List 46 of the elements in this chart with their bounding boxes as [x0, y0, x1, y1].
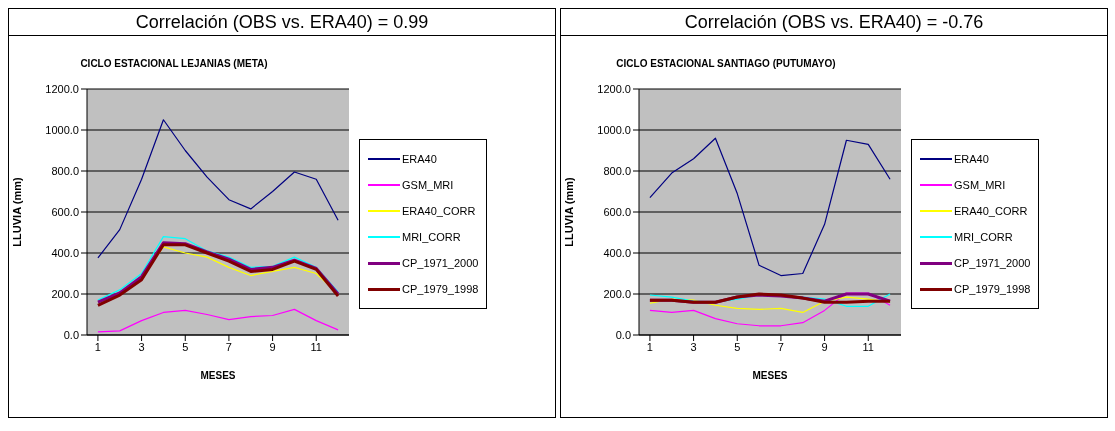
y-tick-label: 0.0	[63, 328, 79, 341]
x-tick-label: 7	[225, 340, 232, 353]
x-tick-label: 3	[690, 340, 697, 353]
y-tick-label: 1000.0	[45, 123, 79, 136]
legend-label: CP_1979_1998	[954, 283, 1031, 295]
y-tick-label: 400.0	[603, 246, 631, 259]
legend-label: MRI_CORR	[402, 231, 461, 243]
y-tick-label: 400.0	[51, 246, 79, 259]
y-tick-label: 800.0	[603, 164, 631, 177]
x-tick-label: 5	[734, 340, 741, 353]
chart-title: Correlación (OBS vs. ERA40) = 0.99	[9, 9, 555, 36]
legend-label: MRI_CORR	[954, 231, 1013, 243]
x-axis-title: MESES	[752, 370, 788, 381]
y-tick-label: 600.0	[51, 205, 79, 218]
x-tick-label: 7	[777, 340, 784, 353]
legend-label: CP_1979_1998	[402, 283, 479, 295]
y-axis-title: LLUVIA (mm)	[10, 177, 23, 247]
chart-title: Correlación (OBS vs. ERA40) = -0.76	[561, 9, 1107, 36]
legend-label: ERA40	[402, 153, 437, 165]
x-tick-label: 9	[269, 340, 276, 353]
x-tick-label: 5	[182, 340, 189, 353]
y-tick-label: 1200.0	[597, 82, 631, 95]
y-tick-label: 600.0	[603, 205, 631, 218]
y-tick-label: 1200.0	[45, 82, 79, 95]
legend-label: ERA40_CORR	[402, 205, 476, 217]
x-axis-title: MESES	[200, 370, 236, 381]
y-tick-label: 200.0	[603, 287, 631, 300]
legend-label: ERA40	[954, 153, 989, 165]
legend-label: ERA40_CORR	[954, 205, 1028, 217]
x-tick-label: 1	[94, 340, 101, 353]
x-tick-label: 3	[138, 340, 145, 353]
legend-label: GSM_MRI	[402, 179, 454, 191]
chart-subtitle: CICLO ESTACIONAL LEJANIAS (META)	[79, 58, 269, 69]
x-tick-label: 1	[646, 340, 653, 353]
y-tick-label: 200.0	[51, 287, 79, 300]
y-tick-label: 800.0	[51, 164, 79, 177]
chart-subtitle: CICLO ESTACIONAL SANTIAGO (PUTUMAYO)	[615, 58, 837, 69]
y-tick-label: 1000.0	[597, 123, 631, 136]
y-axis-title: LLUVIA (mm)	[562, 177, 575, 247]
x-tick-label: 11	[862, 340, 874, 353]
legend-label: CP_1971_2000	[402, 257, 479, 269]
legend-label: CP_1971_2000	[954, 257, 1031, 269]
x-tick-label: 11	[310, 340, 322, 353]
legend-label: GSM_MRI	[954, 179, 1006, 191]
x-tick-label: 9	[821, 340, 828, 353]
y-tick-label: 0.0	[615, 328, 631, 341]
